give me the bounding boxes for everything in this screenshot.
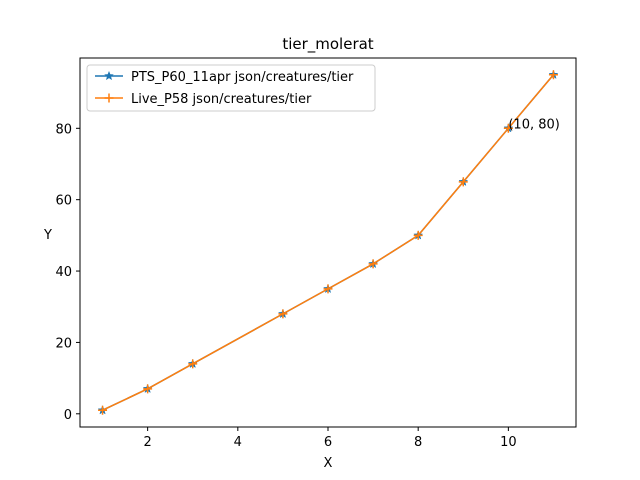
series-2-point (143, 384, 153, 394)
series-2-point (368, 259, 378, 269)
series-2-point (458, 177, 468, 187)
axis-ticks: 2 4 6 8 10 0 20 40 60 80 (55, 122, 516, 450)
x-tick-label: 2 (143, 435, 151, 450)
series-layer (97, 69, 559, 415)
series-2-point (413, 230, 423, 240)
series-2-point (548, 70, 558, 80)
y-tick-label: 40 (55, 265, 72, 280)
plot-area-frame (79, 57, 577, 428)
y-tick-label: 60 (55, 194, 72, 209)
chart-title: tier_molerat (282, 35, 373, 54)
y-tick-label: 20 (55, 336, 72, 351)
y-tick-label: 80 (55, 122, 72, 137)
legend-box (86, 64, 376, 112)
y-tick-label: 0 (64, 408, 72, 423)
x-axis-label: X (324, 456, 333, 471)
series-2-point (323, 284, 333, 294)
legend-entry: PTS_P60_11apr json/creatures/tier (95, 70, 354, 85)
x-tick-label: 6 (324, 435, 332, 450)
legend-swatch-marker (104, 93, 114, 103)
x-tick-label: 4 (234, 435, 242, 450)
x-tick-label: 8 (414, 435, 422, 450)
legend-label: Live_P58 json/creatures/tier (131, 92, 312, 107)
legend: PTS_P60_11apr json/creatures/tier Live_P5… (86, 64, 376, 112)
x-tick-label: 10 (500, 435, 517, 450)
legend-label: PTS_P60_11apr json/creatures/tier (131, 70, 354, 85)
series-2 (98, 70, 558, 415)
legend-swatch-marker (104, 70, 114, 81)
series-2-point (503, 123, 513, 133)
series-2-point (98, 405, 108, 415)
annotations: (10, 80) (508, 117, 560, 132)
series-2-line (102, 74, 555, 411)
series-2-point (278, 309, 288, 319)
legend-entry: Live_P58 json/creatures/tier (95, 92, 312, 107)
series-2-point (188, 359, 198, 369)
point-annotation: (10, 80) (508, 117, 560, 132)
y-axis-label: Y (43, 228, 52, 243)
